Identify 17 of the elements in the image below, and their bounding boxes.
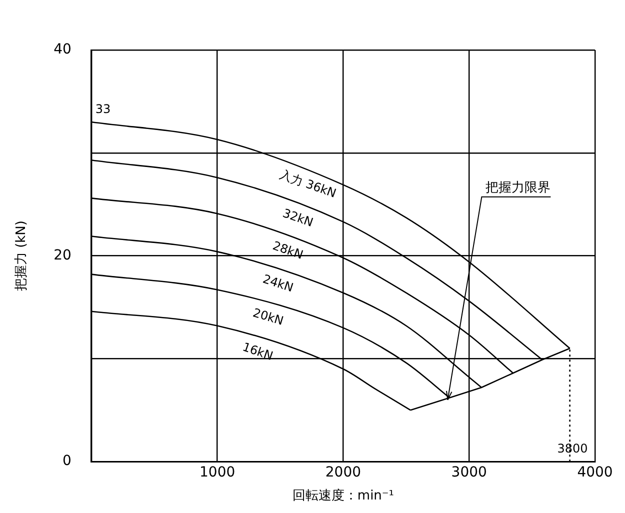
x-tick-label: 2000 <box>325 464 362 481</box>
annotation: 33 <box>95 102 111 116</box>
text: 20kN <box>251 306 286 328</box>
y-tick-label: 20 <box>54 247 72 264</box>
x-tick-label: 4000 <box>577 464 613 481</box>
annotation: 3800 <box>557 442 588 456</box>
text: 32kN <box>280 206 316 230</box>
x-axis-title: 回転速度：min⁻¹ <box>292 488 394 504</box>
text: 入力 36kN <box>278 167 338 201</box>
x-tick-label: 1000 <box>199 464 236 481</box>
y-axis-title: 把握力 (kN) <box>14 220 30 292</box>
text: 16kN <box>240 340 275 364</box>
y-tick-label: 0 <box>62 453 72 470</box>
y-tick-label: 40 <box>54 42 72 58</box>
x-tick-label: 3000 <box>451 464 487 481</box>
annotation: 把握力限界 <box>486 180 551 196</box>
text: 24kN <box>261 272 296 295</box>
